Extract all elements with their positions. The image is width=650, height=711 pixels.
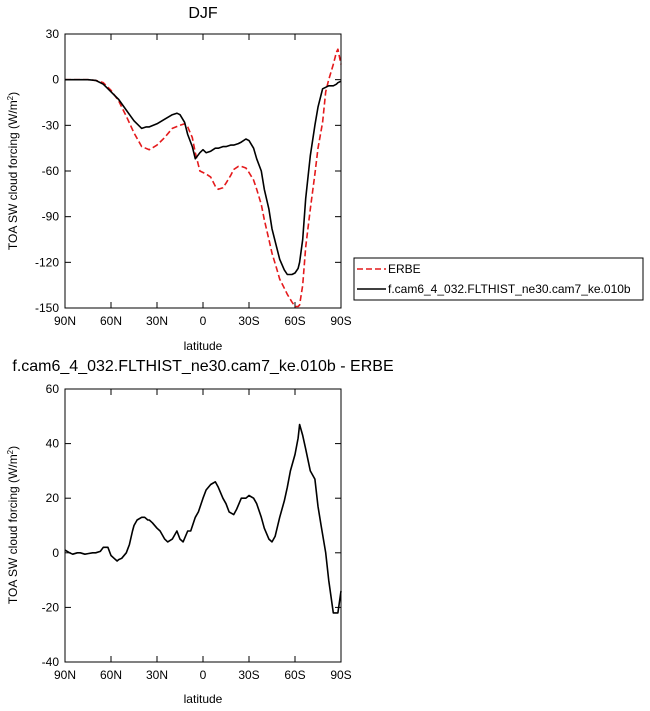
bottom-x-tick-label: 90N — [54, 668, 76, 682]
bottom-y-tick-label: 40 — [46, 437, 60, 451]
bottom-chart-y-axis-label: TOA SW cloud forcing (W/m2) — [6, 446, 20, 604]
top-chart-title: DJF — [188, 5, 218, 22]
bottom-x-tick-label: 60S — [284, 668, 305, 682]
top-y-tick-label: 30 — [46, 27, 60, 41]
bottom-y-tick-label: 0 — [52, 546, 59, 560]
top-chart-plot-frame — [64, 33, 342, 309]
top-x-tick-label: 90N — [54, 314, 76, 328]
bottom-y-tick-label: -20 — [42, 600, 60, 614]
top-x-tick-label: 30S — [238, 314, 259, 328]
bottom-y-tick-label: -40 — [42, 655, 60, 669]
top-x-tick-label: 60S — [284, 314, 305, 328]
legend-frame — [353, 257, 644, 301]
top-y-tick-label: -120 — [35, 255, 59, 269]
top-x-tick-label: 60N — [100, 314, 122, 328]
bottom-x-tick-label: 30N — [146, 668, 168, 682]
top-x-tick-label: 30N — [146, 314, 168, 328]
top-x-tick-label: 0 — [200, 314, 207, 328]
top-series-line-1 — [65, 78, 342, 276]
legend-label-model: f.cam6_4_032.FLTHIST_ne30.cam7_ke.010b — [388, 282, 631, 296]
bottom-chart-x-axis-label: latitude — [184, 692, 223, 706]
top-y-tick-label: -30 — [42, 118, 60, 132]
bottom-x-tick-label: 30S — [238, 668, 259, 682]
top-y-tick-label: -60 — [42, 164, 60, 178]
bottom-y-tick-label: 60 — [46, 382, 60, 396]
bottom-x-tick-label: 90S — [330, 668, 351, 682]
legend-label-erbe: ERBE — [388, 262, 421, 276]
top-chart-x-axis-label: latitude — [184, 339, 223, 353]
top-chart-y-axis-label: TOA SW cloud forcing (W/m2) — [6, 92, 20, 250]
top-y-tick-label: -90 — [42, 210, 60, 224]
bottom-x-tick-label: 60N — [100, 668, 122, 682]
bottom-x-tick-label: 0 — [200, 668, 207, 682]
bottom-chart-panel: f.cam6_4_032.FLTHIST_ne30.cam7_ke.010b -… — [6, 358, 394, 706]
bottom-chart-title: f.cam6_4_032.FLTHIST_ne30.cam7_ke.010b -… — [12, 358, 393, 375]
top-y-tick-label: 0 — [52, 73, 59, 87]
top-y-tick-label: -150 — [35, 301, 59, 315]
top-series-line-0 — [65, 48, 342, 308]
bottom-series-line-0 — [64, 423, 342, 614]
top-x-tick-label: 90S — [330, 314, 351, 328]
bottom-chart-plot-frame — [64, 388, 342, 663]
top-chart-panel: DJF TOA SW cloud forcing (W/m2) latitude… — [6, 5, 352, 353]
legend: ERBE f.cam6_4_032.FLTHIST_ne30.cam7_ke.0… — [353, 257, 644, 301]
bottom-y-tick-label: 20 — [46, 491, 60, 505]
